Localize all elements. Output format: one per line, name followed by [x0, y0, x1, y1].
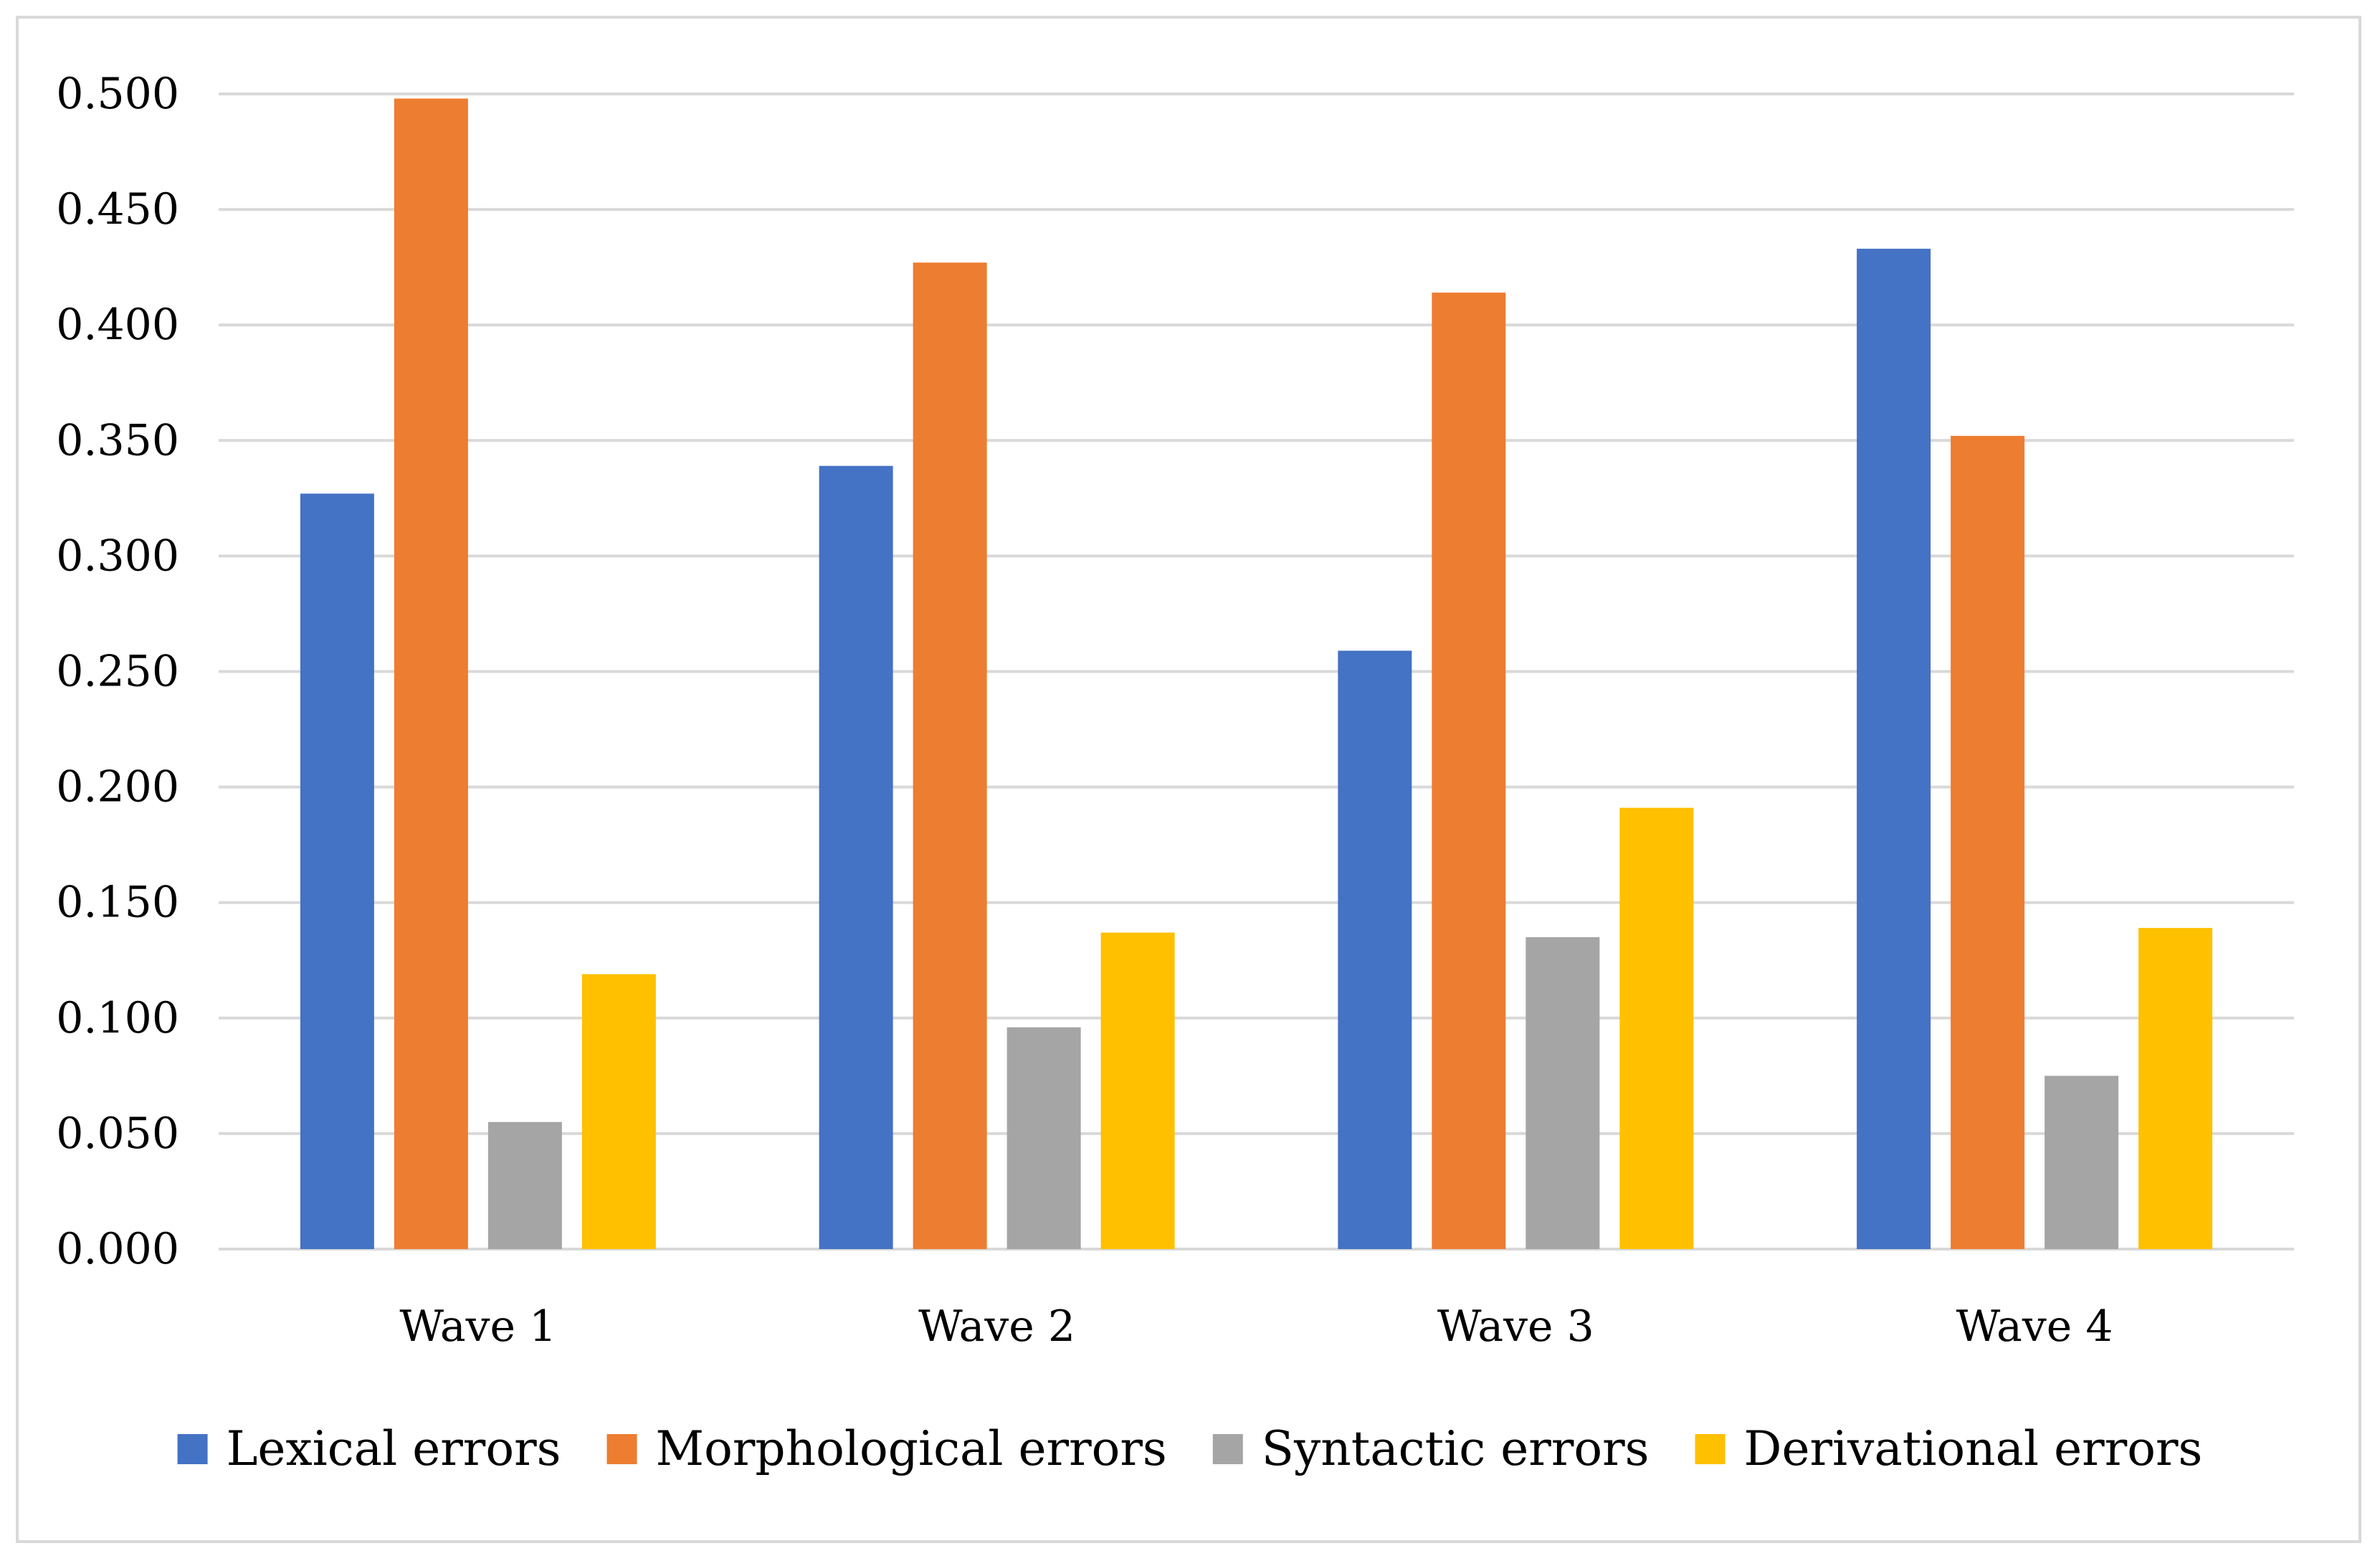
- x-tick-label: Wave 1: [399, 1301, 556, 1352]
- y-tick-label: 0.300: [56, 531, 179, 581]
- bar-derivational-errors-wave-4: [2138, 928, 2213, 1249]
- legend-label: Syntactic errors: [1262, 1421, 1650, 1476]
- bar-morphological-errors-wave-3: [1432, 293, 1506, 1249]
- bar-derivational-errors-wave-2: [1100, 932, 1175, 1249]
- bars: [300, 98, 2213, 1250]
- bar-lexical-errors-wave-3: [1338, 650, 1412, 1249]
- bar-syntactic-errors-wave-1: [487, 1121, 562, 1249]
- bar-syntactic-errors-wave-4: [2045, 1076, 2119, 1249]
- bar-morphological-errors-wave-2: [913, 262, 987, 1249]
- y-tick-label: 0.100: [56, 993, 179, 1043]
- bar-morphological-errors-wave-1: [394, 98, 468, 1250]
- legend-label: Lexical errors: [227, 1421, 561, 1476]
- legend-item-morphological-errors: Morphological errors: [606, 1421, 1167, 1476]
- x-axis-ticks: Wave 1 Wave 2 Wave 3 Wave 4: [399, 1301, 2113, 1352]
- legend-swatch: [1212, 1434, 1243, 1464]
- bar-lexical-errors-wave-2: [819, 465, 893, 1250]
- y-tick-label: 0.400: [56, 300, 179, 350]
- gridlines: [219, 92, 2294, 1251]
- y-tick-label: 0.050: [56, 1109, 179, 1159]
- y-axis-ticks: 0.000 0.050 0.100 0.150 0.200 0.250 0.300 0.350…: [56, 69, 179, 1274]
- y-tick-label: 0.350: [56, 415, 179, 465]
- legend-item-lexical-errors: Lexical errors: [177, 1421, 561, 1476]
- y-tick-label: 0.500: [56, 69, 179, 119]
- legend-swatch: [606, 1434, 637, 1464]
- y-tick-label: 0.250: [56, 647, 179, 697]
- y-tick-label: 0.450: [56, 184, 179, 234]
- bar-derivational-errors-wave-3: [1619, 807, 1694, 1249]
- legend-item-derivational-errors: Derivational errors: [1695, 1421, 2203, 1476]
- bar-syntactic-errors-wave-2: [1006, 1027, 1081, 1249]
- legend-item-syntactic-errors: Syntactic errors: [1212, 1421, 1650, 1476]
- legend-label: Morphological errors: [656, 1421, 1167, 1476]
- bar-syntactic-errors-wave-3: [1525, 937, 1600, 1249]
- x-tick-label: Wave 4: [1956, 1301, 2113, 1352]
- y-tick-label: 0.150: [56, 878, 179, 928]
- legend-label: Derivational errors: [1744, 1421, 2203, 1476]
- legend-swatch: [177, 1434, 208, 1464]
- y-tick-label: 0.000: [56, 1224, 179, 1274]
- legend: Lexical errors Morphological errors Syntac…: [177, 1421, 2203, 1476]
- x-tick-label: Wave 2: [918, 1301, 1075, 1352]
- bar-morphological-errors-wave-4: [1951, 435, 2025, 1250]
- bar-lexical-errors-wave-1: [300, 493, 374, 1249]
- bar-derivational-errors-wave-1: [581, 974, 656, 1249]
- x-tick-label: Wave 3: [1437, 1301, 1594, 1352]
- bar-lexical-errors-wave-4: [1857, 248, 1931, 1249]
- y-tick-label: 0.200: [56, 762, 179, 812]
- legend-swatch: [1695, 1434, 1726, 1464]
